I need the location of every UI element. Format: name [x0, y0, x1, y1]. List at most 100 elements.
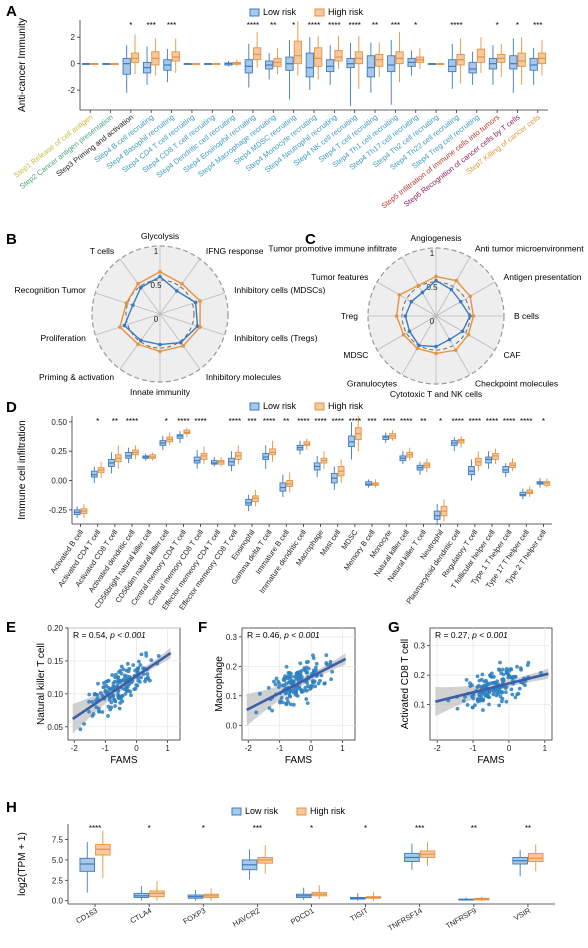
scatter-point — [278, 699, 283, 703]
scatter-point — [314, 661, 319, 666]
radar-point — [178, 340, 183, 345]
scatter-point — [124, 689, 129, 693]
panel-letter: H — [6, 799, 17, 816]
scatter-point — [121, 667, 126, 672]
y-tick-label: 2 — [71, 33, 76, 42]
radar-spoke — [376, 315, 437, 351]
box-high-risk — [476, 48, 486, 63]
significance-label: **** — [126, 417, 138, 426]
significance-label: ** — [270, 21, 276, 30]
box-high-risk — [293, 40, 302, 65]
scatter-point — [504, 666, 509, 671]
box-low-risk — [79, 857, 96, 872]
correlation-r: R = 0.27, — [435, 630, 472, 640]
scatter-point — [322, 681, 327, 686]
scatter-point — [483, 684, 488, 688]
x-category-label: CTLA4 — [128, 906, 153, 925]
scatter-point — [303, 685, 308, 690]
y-axis-title: log2(TPM + 1) — [17, 832, 28, 896]
y-axis-title: Macrophage — [214, 656, 225, 712]
significance-label: **** — [194, 417, 206, 426]
box-low-risk — [122, 57, 131, 75]
radar-axis-label: Tumor features — [311, 272, 368, 282]
y-tick-label: 0 — [71, 60, 76, 69]
scatter-point — [294, 688, 299, 693]
box-low-risk — [305, 52, 314, 78]
radar-axis-label: Inhibitory cells (Tregs) — [234, 333, 317, 343]
radar-point — [447, 337, 452, 342]
radar-point — [158, 342, 162, 347]
scatter-point — [120, 699, 125, 704]
scatter-point — [298, 661, 303, 666]
scatter-point — [513, 695, 518, 700]
radar-axis-label: MDSC — [343, 350, 368, 360]
panel-letter: G — [388, 619, 400, 636]
radar-point — [434, 351, 438, 356]
radar-ring-label: 1 — [430, 249, 435, 258]
y-tick-label: 0.50 — [51, 418, 67, 427]
significance-label: **** — [383, 417, 395, 426]
panel-h-box-plot: H Low risk High risk 0.0 2.5 5.0 7.5 log2(TPM +… — [6, 799, 555, 933]
box-high-risk — [375, 53, 384, 67]
significance-label: ** — [525, 824, 531, 833]
radar-point — [394, 314, 399, 318]
box-high-risk — [395, 51, 404, 65]
radar-axis-label: Recognition Tumor — [14, 285, 86, 295]
scatter-point — [308, 684, 313, 689]
scatter-point — [96, 706, 101, 711]
scatter-point — [123, 692, 128, 696]
scatter-point — [289, 681, 294, 686]
scatter-point — [110, 673, 115, 677]
scatter-point — [478, 697, 483, 702]
y-tick-label: 0.0 — [226, 721, 238, 730]
significance-label: * — [439, 417, 442, 426]
scatter-point — [517, 686, 522, 691]
scatter-point — [78, 727, 83, 732]
radar-spoke — [376, 281, 437, 317]
significance-label: **** — [349, 417, 361, 426]
radar-point — [158, 349, 162, 354]
scatter-point — [497, 668, 502, 672]
scatter-point — [279, 695, 284, 700]
panel-d-box-plot: D Low risk High risk -0.25 0.00 0.25 0.50 Immun… — [6, 399, 552, 612]
scatter-point — [281, 677, 286, 682]
radar-point — [434, 274, 438, 279]
legend-label-low: Low risk — [263, 401, 297, 411]
significance-label: ** — [372, 21, 378, 30]
scatter-point — [483, 692, 488, 697]
scatter-point — [500, 696, 505, 701]
y-tick-label: 0.00 — [51, 477, 67, 486]
significance-label: * — [129, 21, 132, 30]
radar-point — [416, 283, 421, 288]
scatter-point — [90, 714, 95, 718]
x-tick-label: -1 — [276, 744, 284, 753]
scatter-point — [504, 699, 509, 704]
scatter-point — [519, 668, 523, 672]
y-axis-title: Immune cell infiltration — [17, 420, 28, 519]
radar-axis-label: Angiogenesis — [410, 233, 461, 243]
scatter-point — [501, 672, 506, 677]
radar-point — [181, 344, 185, 348]
legend-swatch-high — [296, 807, 307, 816]
radar-point — [122, 323, 127, 328]
scatter-point — [305, 681, 309, 685]
x-tick-label: -2 — [434, 744, 442, 753]
box-high-risk — [314, 47, 323, 67]
box-low-risk — [468, 61, 477, 74]
radar-axis-label: Anti tumor microenvironment — [475, 243, 584, 253]
scatter-point — [270, 708, 275, 713]
panel-e-scatter-plot: E -2 -1 0 1 0.05 0.10 0.15 0.20 R = 0.54, p < 0.0… — [6, 619, 181, 766]
y-tick-label: 0.3 — [414, 642, 426, 651]
radar-point — [453, 348, 458, 352]
scatter-point — [475, 674, 480, 679]
scatter-point — [287, 691, 291, 695]
scatter-point — [480, 672, 485, 677]
box-low-risk — [366, 55, 375, 78]
y-tick-label: 0.05 — [47, 723, 63, 732]
scatter-point — [273, 682, 278, 687]
scatter-point — [97, 709, 102, 714]
panel-letter: A — [6, 3, 17, 20]
scatter-point — [328, 659, 333, 664]
scatter-point — [488, 674, 493, 679]
radar-point — [136, 281, 140, 286]
